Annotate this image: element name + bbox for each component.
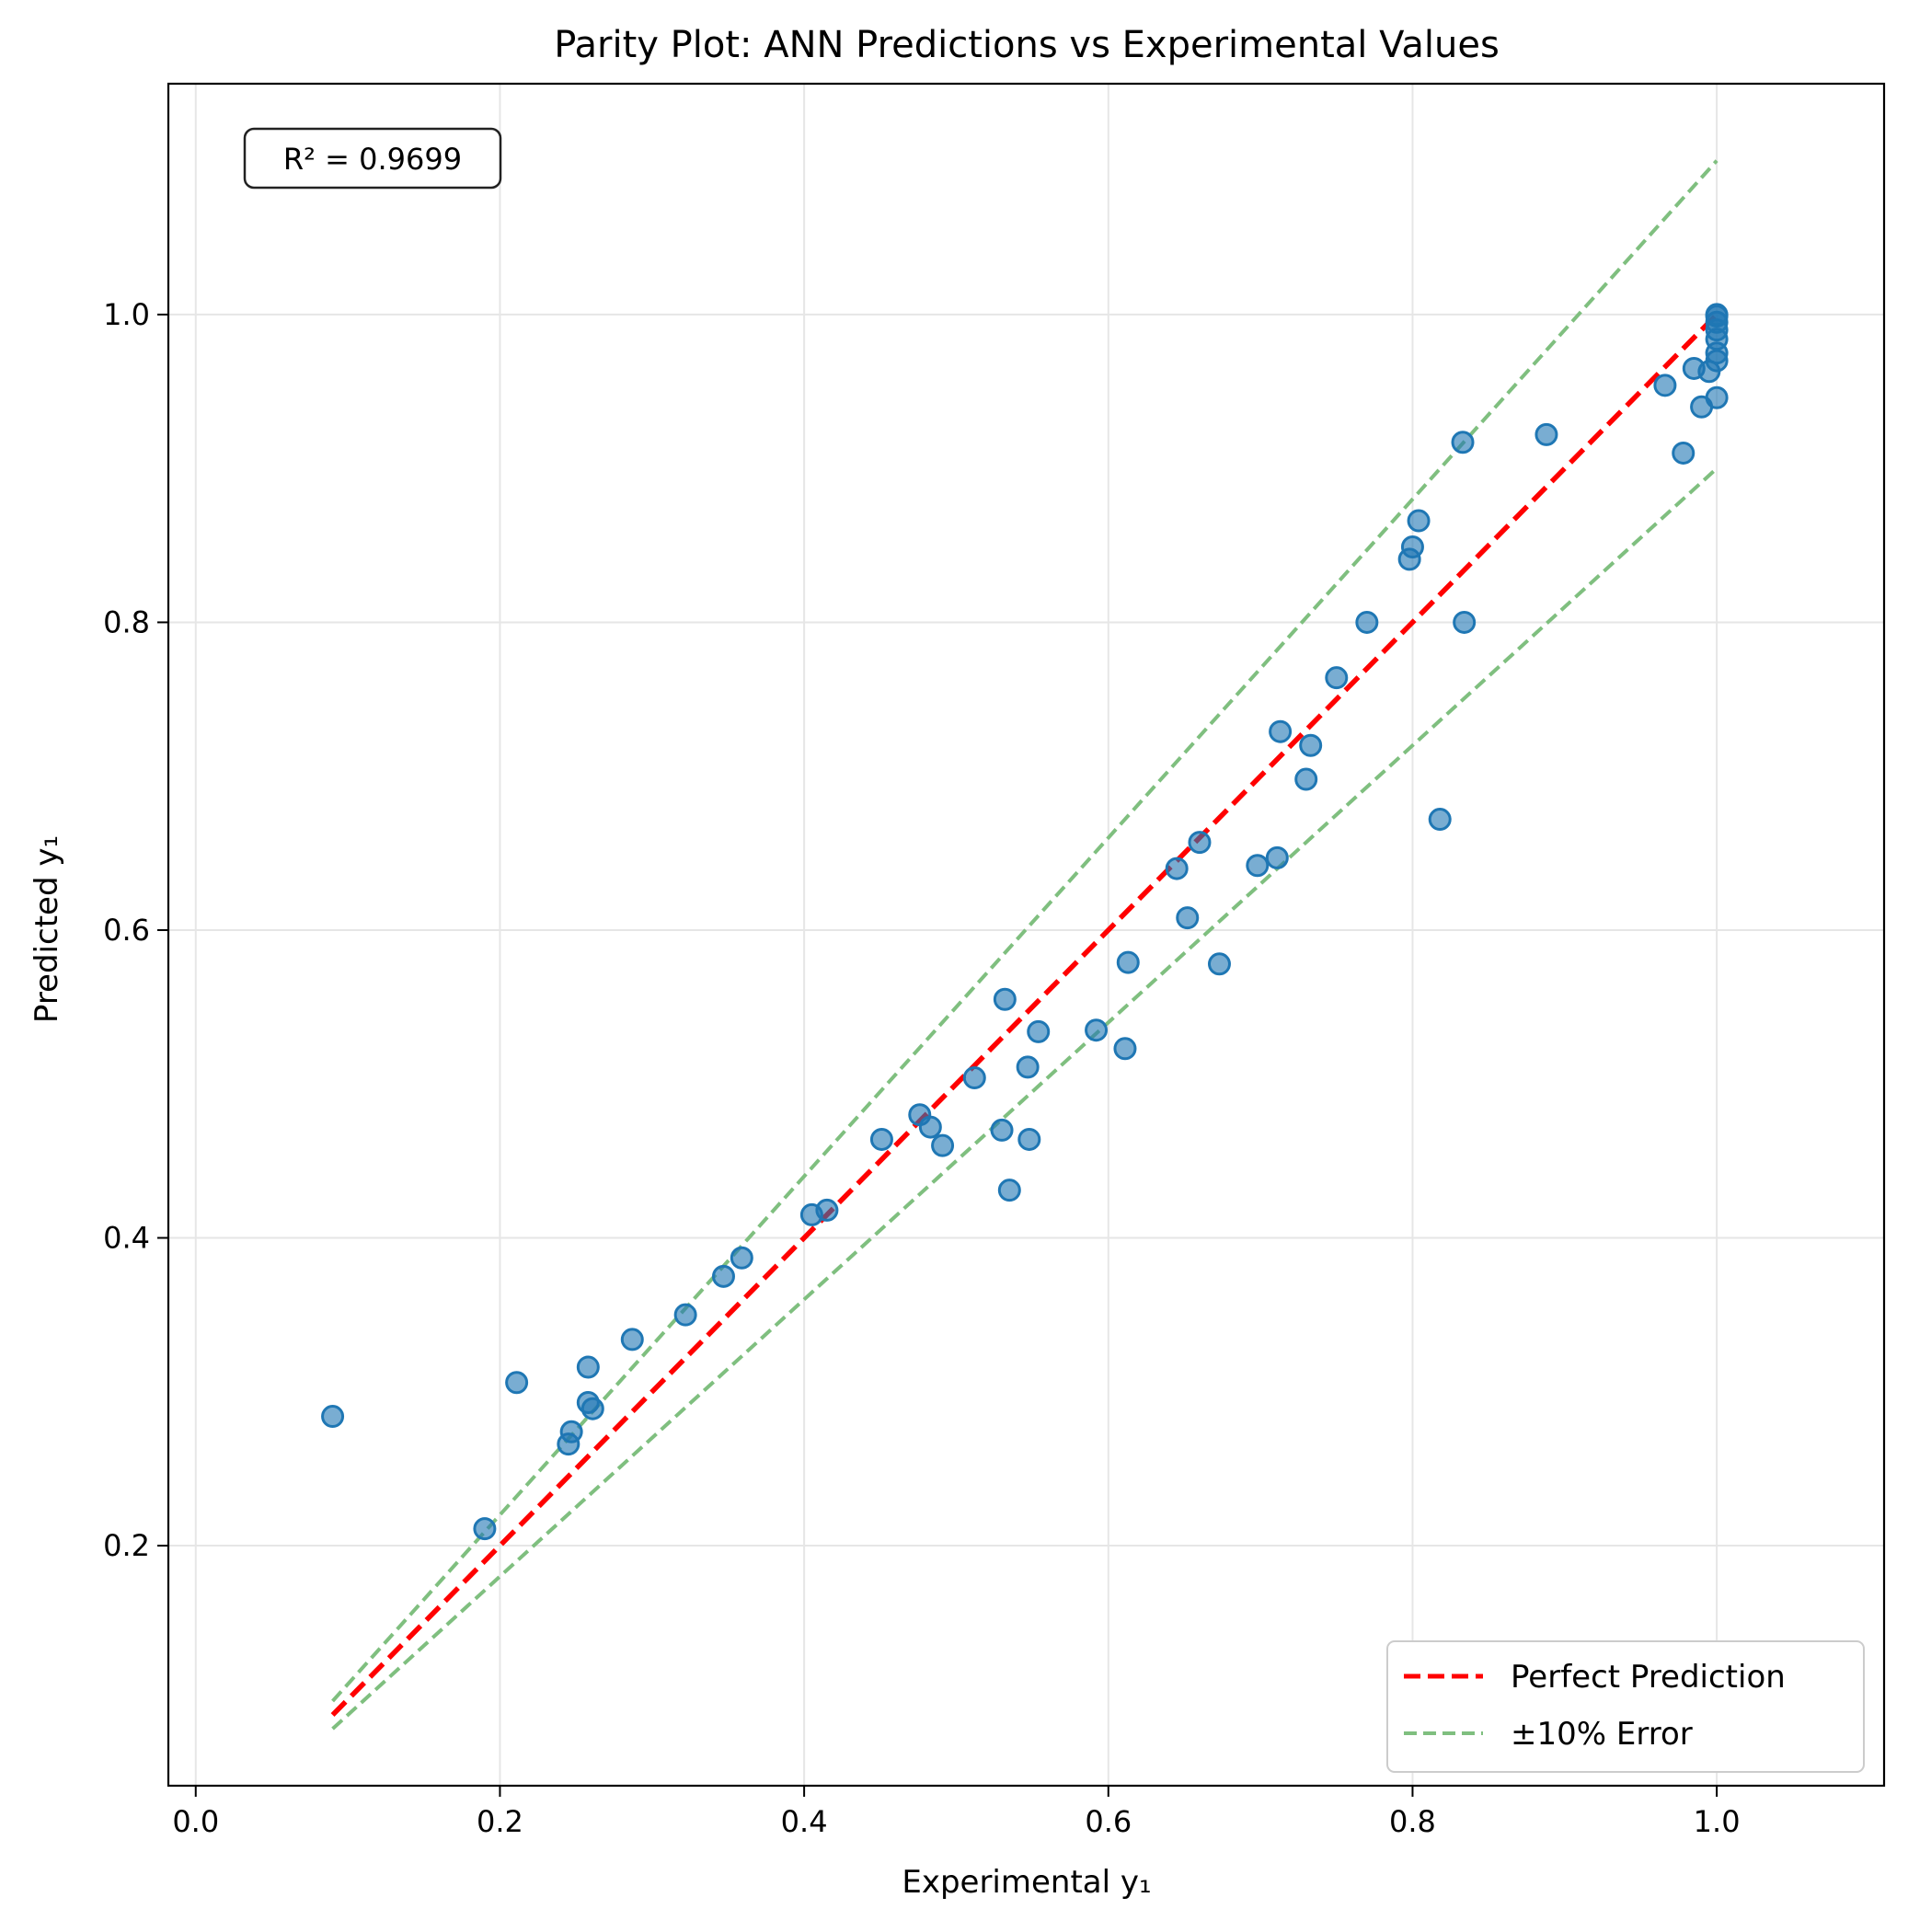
data-point	[1705, 385, 1729, 409]
x-tick-label: 0.4	[781, 1804, 828, 1839]
grid-lines	[168, 84, 1884, 1786]
data-point	[1207, 952, 1231, 976]
data-point	[1027, 1019, 1051, 1043]
scatter-points	[321, 303, 1729, 1541]
data-point	[1188, 831, 1212, 855]
data-point	[1269, 719, 1293, 743]
data-point	[1705, 303, 1729, 327]
reference-lines	[330, 159, 1719, 1731]
r-squared-text: R² = 0.9699	[283, 142, 462, 177]
legend: Perfect Prediction ±10% Error	[1386, 1640, 1865, 1773]
y-axis-label: Predicted y₁	[29, 835, 65, 1023]
data-point	[1325, 666, 1349, 690]
data-point	[1176, 906, 1200, 930]
data-point	[815, 1198, 839, 1222]
data-point	[673, 1303, 697, 1327]
data-point	[1246, 854, 1270, 878]
data-point	[1453, 610, 1477, 634]
data-point	[1407, 509, 1431, 533]
data-point	[993, 987, 1017, 1011]
data-point	[473, 1517, 497, 1541]
legend-frame	[1386, 1640, 1865, 1773]
lower-error-line	[331, 466, 1718, 1731]
x-axis-label: Experimental y₁	[902, 1864, 1151, 1901]
data-point	[931, 1133, 955, 1157]
data-point	[730, 1246, 753, 1270]
data-point	[1113, 1037, 1137, 1061]
data-point	[1299, 733, 1323, 757]
data-point	[1672, 441, 1695, 465]
data-point	[1116, 950, 1140, 974]
x-tick-label: 0.6	[1085, 1804, 1132, 1839]
y-tick-label: 0.2	[103, 1528, 150, 1563]
legend-label-error: ±10% Error	[1511, 1716, 1693, 1753]
data-point	[576, 1355, 600, 1379]
axis-ticks: 0.0 0.2 0.4 0.6 0.8 1.0 0.2 0.4 0.6 0.8 1.0	[103, 297, 1740, 1839]
y-tick-label: 0.4	[103, 1221, 150, 1256]
data-point	[869, 1127, 893, 1151]
y-tick-label: 0.6	[103, 913, 150, 948]
data-point	[505, 1371, 529, 1395]
data-point	[962, 1066, 986, 1090]
legend-label-perfect: Perfect Prediction	[1511, 1659, 1786, 1696]
data-point	[1428, 808, 1452, 832]
upper-error-line	[331, 159, 1718, 1703]
data-point	[580, 1397, 604, 1420]
data-point	[559, 1420, 583, 1443]
data-point	[1017, 1127, 1041, 1151]
data-point	[1355, 610, 1379, 634]
plot-frame	[167, 82, 1886, 1788]
data-point	[997, 1179, 1021, 1202]
data-point	[620, 1328, 644, 1351]
y-tick-label: 1.0	[103, 297, 150, 332]
data-point	[918, 1115, 942, 1139]
data-point	[1534, 422, 1558, 446]
x-tick-label: 0.8	[1389, 1804, 1436, 1839]
x-tick-label: 0.0	[172, 1804, 219, 1839]
data-point	[1016, 1055, 1040, 1079]
data-point	[711, 1264, 735, 1288]
perfect-prediction-line	[330, 312, 1719, 1717]
data-point	[1400, 535, 1424, 558]
data-point	[1451, 431, 1475, 454]
data-point	[1653, 374, 1677, 397]
data-point	[1265, 845, 1289, 869]
x-tick-label: 1.0	[1694, 1804, 1741, 1839]
x-tick-label: 0.2	[477, 1804, 523, 1839]
chart-title: Parity Plot: ANN Predictions vs Experime…	[554, 24, 1500, 66]
data-point	[1165, 857, 1189, 880]
data-point	[321, 1405, 345, 1429]
data-point	[1294, 767, 1318, 791]
r-squared-box: R² = 0.9699	[243, 127, 502, 190]
data-point	[990, 1118, 1014, 1142]
r-squared-box-frame	[243, 127, 502, 190]
data-point	[1085, 1018, 1109, 1042]
y-tick-label: 0.8	[103, 604, 150, 639]
